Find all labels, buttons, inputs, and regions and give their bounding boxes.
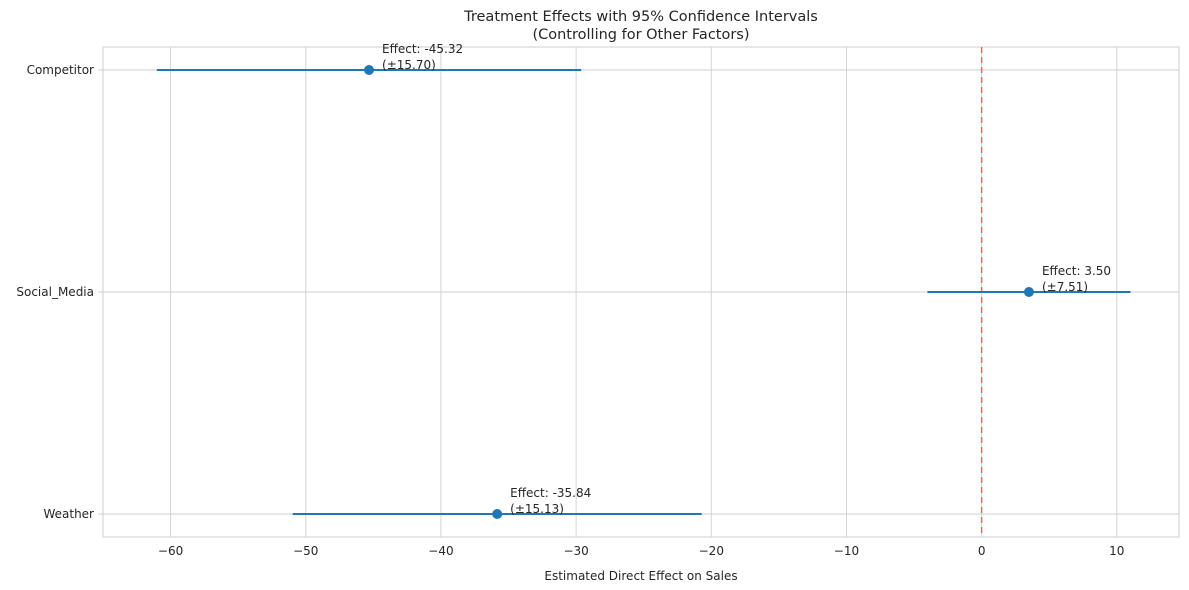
y-tick-label: Social_Media [16,285,94,299]
chart-title: Treatment Effects with 95% Confidence In… [463,9,818,25]
plot-frame [102,46,1180,538]
effect-ci-annotation: (±15.70) [382,58,436,72]
x-tick-label: −50 [293,544,318,558]
effect-annotation: Effect: -35.84 [510,486,591,500]
effect-point [364,65,375,75]
x-axis-label: Estimated Direct Effect on Sales [544,569,737,583]
effect-ci-annotation: (±7.51) [1042,280,1088,294]
x-tick-label: −40 [428,544,453,558]
x-tick-label: 10 [1109,544,1124,558]
tick-labels: −60 −50 −40 −30 −20 −10 0 10 Competitor Social_Me… [16,63,1124,558]
effect-ci-annotation: (±15.13) [510,502,564,516]
x-tick-label: −10 [834,544,859,558]
effect-point [492,509,503,519]
effect-point [1023,287,1034,297]
x-tick-label: −30 [563,544,588,558]
effect-annotation: Effect: -45.32 [382,42,463,56]
effect-annotation: Effect: 3.50 [1042,264,1111,278]
x-tick-label: −60 [158,544,183,558]
x-tick-label: 0 [978,544,986,558]
chart-subtitle: (Controlling for Other Factors) [532,27,749,43]
x-tick-label: −20 [699,544,724,558]
y-tick-label: Competitor [27,63,94,77]
data-marks: Effect: -45.32 (±15.70) Effect: 3.50 (±7.51… [156,42,1131,519]
y-tick-label: Weather [43,507,94,521]
